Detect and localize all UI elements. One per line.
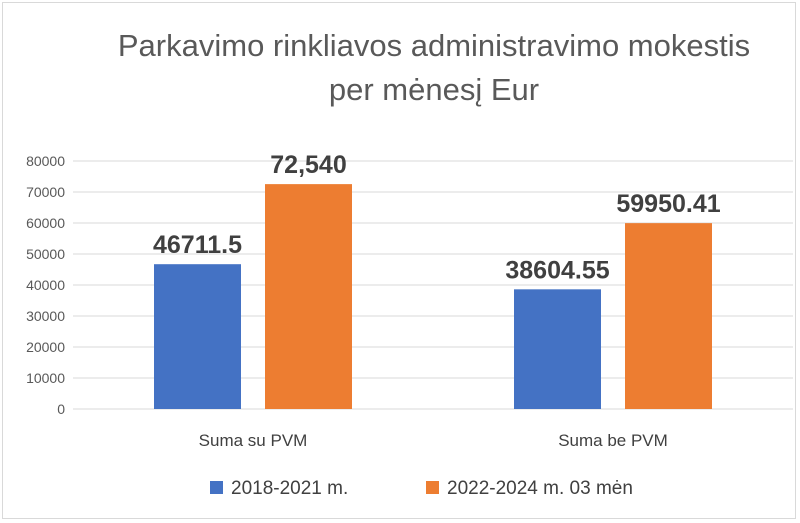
legend-label-1: 2018-2021 m. bbox=[231, 478, 348, 499]
data-label-1-2: 38604.55 bbox=[505, 256, 609, 284]
y-tick-label: 10000 bbox=[26, 370, 65, 386]
y-tick-label: 0 bbox=[57, 401, 65, 417]
x-axis-categories: Suma su PVM Suma be PVM bbox=[199, 431, 668, 450]
legend-label-2: 2022-2024 m. 03 mėn bbox=[447, 478, 633, 499]
y-tick-label: 30000 bbox=[26, 308, 65, 324]
legend: 2018-2021 m. 2022-2024 m. 03 mėn bbox=[210, 478, 633, 499]
bars bbox=[154, 184, 712, 409]
chart-title-line-1: Parkavimo rinkliavos administravimo moke… bbox=[118, 28, 750, 63]
data-labels: 46711.5 72,540 38604.55 59950.41 bbox=[153, 151, 721, 284]
bar-2-2 bbox=[625, 223, 712, 409]
legend-swatch-1 bbox=[210, 481, 223, 494]
bar-1-1 bbox=[154, 264, 241, 409]
y-tick-label: 80000 bbox=[26, 153, 65, 169]
data-label-1-1: 46711.5 bbox=[153, 231, 242, 259]
data-label-2-1: 72,540 bbox=[270, 151, 346, 179]
legend-swatch-2 bbox=[426, 481, 439, 494]
category-label-2: Suma be PVM bbox=[558, 431, 668, 450]
bar-1-2 bbox=[514, 289, 601, 409]
y-tick-label: 20000 bbox=[26, 339, 65, 355]
y-tick-label: 70000 bbox=[26, 184, 65, 200]
chart-title-line-2: per mėnesį Eur bbox=[329, 72, 539, 107]
category-label-1: Suma su PVM bbox=[199, 431, 308, 450]
y-tick-label: 40000 bbox=[26, 277, 65, 293]
bar-2-1 bbox=[265, 184, 352, 409]
data-label-2-2: 59950.41 bbox=[616, 190, 720, 218]
y-axis-ticks: 0 10000 20000 30000 40000 50000 60000 70000 8000… bbox=[26, 153, 65, 417]
y-tick-label: 60000 bbox=[26, 215, 65, 231]
y-tick-label: 50000 bbox=[26, 246, 65, 262]
chart-svg: Parkavimo rinkliavos administravimo moke… bbox=[26, 28, 793, 499]
